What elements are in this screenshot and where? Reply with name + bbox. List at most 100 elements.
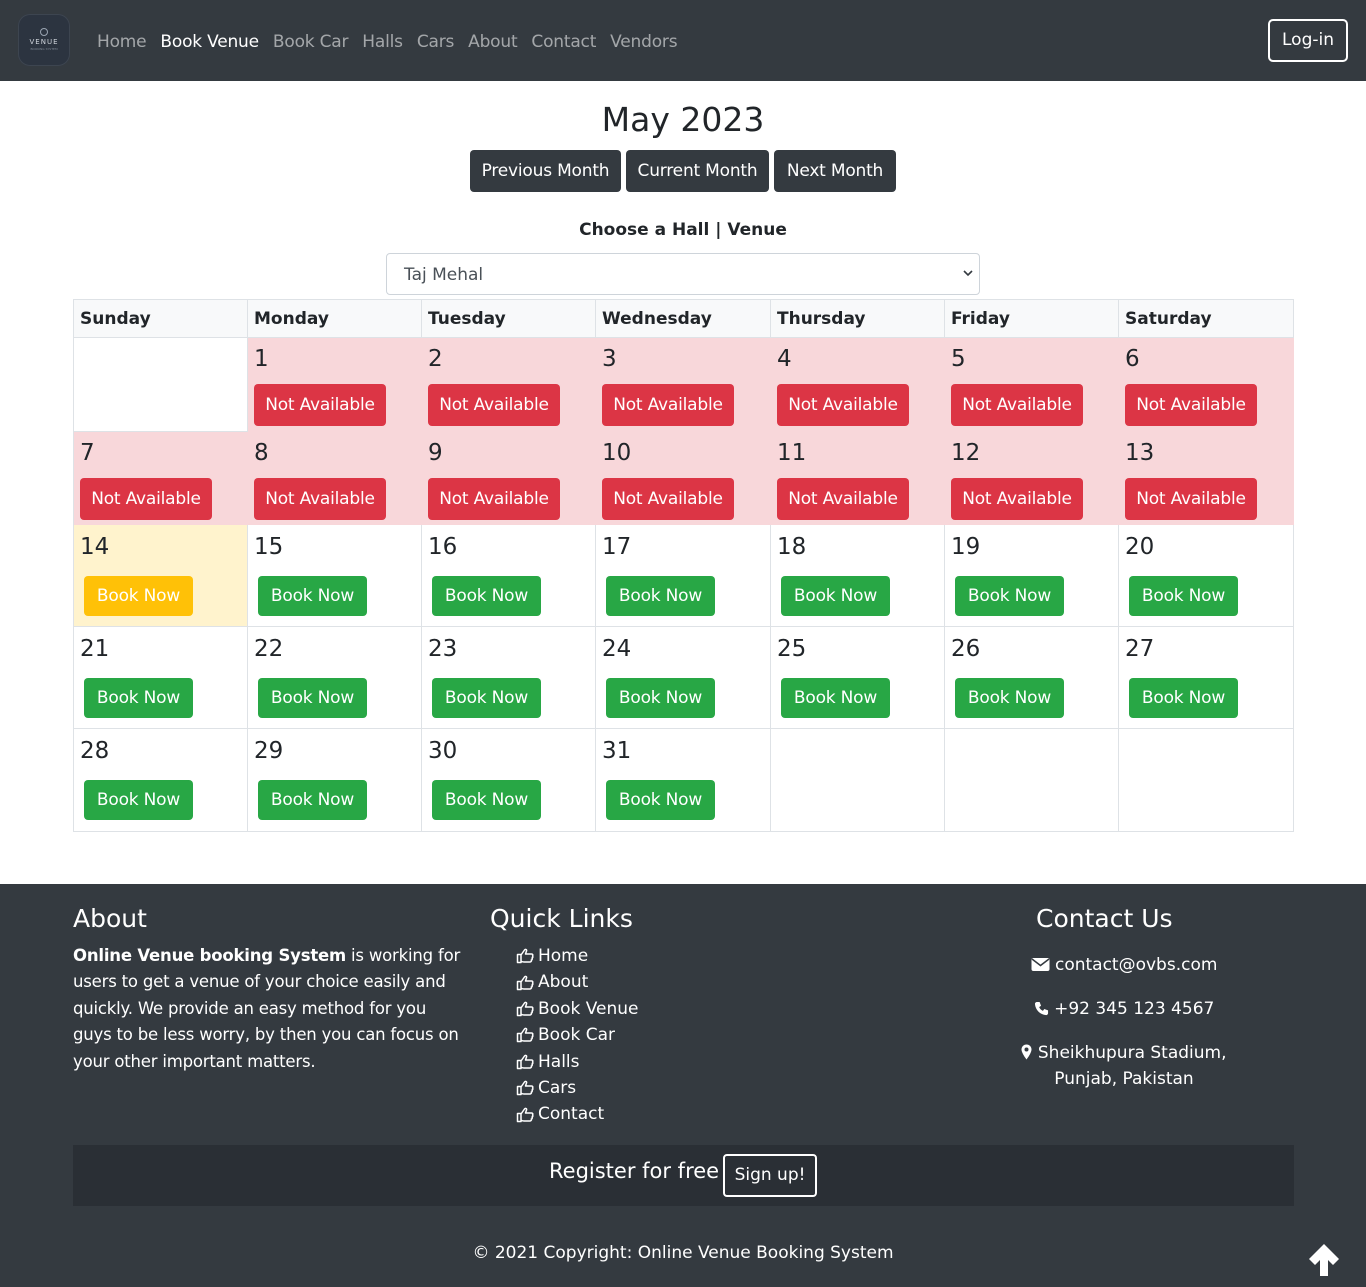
calendar-empty-cell (771, 729, 945, 832)
day-number: 27 (1125, 636, 1155, 662)
nav-link-halls[interactable]: Halls (362, 32, 403, 52)
quick-link-cars[interactable]: Cars (516, 1075, 639, 1101)
calendar-day-cell: 6 Not Available (1119, 338, 1294, 432)
calendar-day-cell: 23 Book Now (422, 627, 596, 729)
book-now-button[interactable]: Book Now (432, 780, 541, 820)
nav-link-contact[interactable]: Contact (531, 32, 597, 52)
not-available-button[interactable]: Not Available (602, 384, 734, 426)
nav-link-home[interactable]: Home (97, 32, 147, 52)
calendar-day-cell: 30 Book Now (422, 729, 596, 832)
day-number: 24 (602, 636, 632, 662)
weekday-label: Monday (254, 309, 329, 329)
not-available-button[interactable]: Not Available (428, 478, 560, 520)
calendar-day-cell: 2 Not Available (422, 338, 596, 432)
next-month-button[interactable]: Next Month (774, 150, 896, 192)
chevron-down-icon (963, 270, 973, 277)
not-available-button[interactable]: Not Available (254, 384, 386, 426)
calendar-day-cell: 17 Book Now (596, 525, 771, 627)
book-now-button[interactable]: Book Now (432, 576, 541, 616)
calendar-table: Sunday Monday Tuesday Wednesday Thursday Frid… (73, 299, 1294, 832)
day-number: 20 (1125, 534, 1155, 560)
book-now-button[interactable]: Book Now (781, 576, 890, 616)
book-now-button[interactable]: Book Now (606, 780, 715, 820)
book-now-button[interactable]: Book Now (84, 576, 193, 616)
not-available-button[interactable]: Not Available (951, 384, 1083, 426)
book-now-button[interactable]: Book Now (781, 678, 890, 718)
day-number: 4 (777, 346, 792, 372)
not-available-button[interactable]: Not Available (777, 384, 909, 426)
about-heading: About (73, 904, 147, 933)
book-now-button[interactable]: Book Now (84, 780, 193, 820)
book-now-button[interactable]: Book Now (432, 678, 541, 718)
calendar-day-cell: 31 Book Now (596, 729, 771, 832)
month-title: May 2023 (601, 100, 765, 139)
book-now-button[interactable]: Book Now (258, 780, 367, 820)
current-month-button[interactable]: Current Month (626, 150, 769, 192)
not-available-button[interactable]: Not Available (1125, 384, 1257, 426)
quick-link-label: About (538, 972, 589, 993)
book-now-button[interactable]: Book Now (258, 678, 367, 718)
quick-link-book-car[interactable]: Book Car (516, 1022, 639, 1048)
quick-link-contact[interactable]: Contact (516, 1101, 639, 1127)
logo-text: VENUE (29, 38, 59, 46)
hall-select[interactable]: Taj Mehal (386, 253, 980, 295)
site-logo[interactable]: VENUE BOOKING SYSTEM (18, 14, 70, 66)
not-available-button[interactable]: Not Available (428, 384, 560, 426)
quick-link-halls[interactable]: Halls (516, 1049, 639, 1075)
quick-link-label: Home (538, 946, 589, 966)
calendar-day-cell: 24 Book Now (596, 627, 771, 729)
signup-button[interactable]: Sign up! (723, 1154, 817, 1197)
calendar-empty-cell (945, 729, 1119, 832)
weekday-label: Sunday (80, 309, 151, 329)
previous-month-button[interactable]: Previous Month (470, 150, 621, 192)
nav-link-vendors[interactable]: Vendors (610, 32, 678, 52)
calendar-day-cell: 8 Not Available (248, 432, 422, 525)
book-now-button[interactable]: Book Now (258, 576, 367, 616)
not-available-button[interactable]: Not Available (80, 478, 212, 520)
calendar-day-cell: 25 Book Now (771, 627, 945, 729)
contact-email[interactable]: contact@ovbs.com (990, 952, 1258, 978)
quick-link-book-venue[interactable]: Book Venue (516, 996, 639, 1022)
book-now-button[interactable]: Book Now (606, 576, 715, 616)
arrow-up-icon[interactable] (1306, 1242, 1342, 1278)
quick-link-about[interactable]: About (516, 969, 639, 995)
book-now-button[interactable]: Book Now (84, 678, 193, 718)
not-available-button[interactable]: Not Available (254, 478, 386, 520)
book-now-button[interactable]: Book Now (955, 576, 1064, 616)
contact-email-text: contact@ovbs.com (1054, 955, 1218, 975)
not-available-button[interactable]: Not Available (951, 478, 1083, 520)
nav-link-book-car[interactable]: Book Car (272, 32, 349, 52)
copyright-text: © 2021 Copyright: Online Venue Booking S… (472, 1243, 894, 1263)
not-available-button[interactable]: Not Available (777, 478, 909, 520)
quick-link-home[interactable]: Home (516, 943, 639, 969)
calendar-day-cell: 27 Book Now (1119, 627, 1294, 729)
day-number: 18 (777, 534, 807, 560)
calendar-day-cell: 12 Not Available (945, 432, 1119, 525)
nav-link-about[interactable]: About (468, 32, 518, 52)
weekday-header-tuesday: Tuesday (422, 300, 596, 338)
map-marker-icon (1021, 1044, 1032, 1060)
nav-link-book-venue[interactable]: Book Venue (160, 32, 259, 52)
book-now-button[interactable]: Book Now (606, 678, 715, 718)
calendar-day-cell: 21 Book Now (74, 627, 248, 729)
nav-link-cars[interactable]: Cars (416, 32, 455, 52)
calendar-day-cell: 28 Book Now (74, 729, 248, 832)
quick-link-label: Halls (538, 1051, 580, 1072)
quick-link-label: Book Car (538, 1025, 615, 1046)
not-available-button[interactable]: Not Available (602, 478, 734, 520)
book-now-button[interactable]: Book Now (1129, 576, 1238, 616)
day-number: 13 (1125, 440, 1155, 466)
day-number: 3 (602, 346, 617, 372)
not-available-button[interactable]: Not Available (1125, 478, 1257, 520)
book-now-button[interactable]: Book Now (1129, 678, 1238, 718)
calendar-day-cell: 1 Not Available (248, 338, 422, 432)
about-text: Online Venue booking System is working f… (73, 943, 468, 1075)
calendar-day-cell: 9 Not Available (422, 432, 596, 525)
calendar-day-cell: 3 Not Available (596, 338, 771, 432)
hall-select-value: Taj Mehal (404, 265, 484, 285)
phone-icon (1034, 1001, 1048, 1016)
book-now-button[interactable]: Book Now (955, 678, 1064, 718)
login-button[interactable]: Log-in (1268, 19, 1348, 62)
day-number: 22 (254, 636, 284, 662)
thumbs-up-icon (516, 1028, 534, 1043)
